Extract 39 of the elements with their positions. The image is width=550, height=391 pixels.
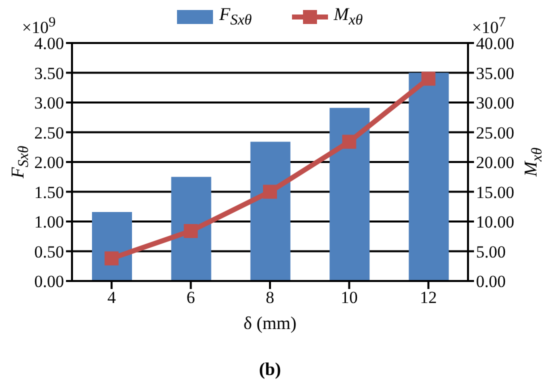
y-tick-label: 3.50	[34, 64, 64, 83]
legend-label: F$_{Sxθ}$	[219, 4, 252, 30]
y-tick-label: 2.50	[34, 123, 64, 142]
y2-tick-label: 15.00	[476, 182, 514, 202]
y-tick-label: 1.50	[34, 182, 64, 202]
x-tick-label: 8	[266, 288, 274, 308]
y2-tick-label: 25.00	[476, 123, 514, 142]
legend-label: M$_{xθ}$	[334, 4, 363, 30]
x-tick-label: 4	[107, 288, 116, 308]
y-tick-label: 1.00	[34, 212, 64, 232]
text: ×10$^{9}$	[22, 14, 56, 37]
y2-tick-label: 20.00	[476, 153, 514, 172]
point	[342, 134, 356, 149]
text: (b)	[259, 359, 281, 379]
y2-tick-label: 5.00	[476, 242, 506, 262]
y2-tick-label: 35.00	[476, 64, 514, 83]
y-tick-label: 0.50	[34, 242, 64, 262]
bar	[92, 212, 132, 281]
y-tick-label: 3.00	[34, 94, 64, 113]
bar	[408, 72, 449, 281]
point	[263, 184, 277, 199]
y2-tick-label: 30.00	[476, 94, 514, 113]
point	[421, 72, 436, 86]
x-tick-label: 12	[420, 288, 437, 308]
x-axis-title: δ (mm)	[244, 313, 296, 333]
bar	[171, 176, 212, 281]
bar	[330, 108, 370, 281]
point	[104, 251, 119, 266]
y2-tick-label: 10.00	[476, 212, 514, 232]
x-tick-label: 6	[186, 288, 196, 308]
text: ×10$^{7}$	[472, 14, 506, 37]
y-tick-label: 4.00	[34, 34, 64, 54]
x-tick-label: 10	[340, 288, 358, 308]
y-tick-label: 2.00	[34, 153, 64, 172]
bar	[250, 142, 290, 281]
y2-tick-label: 40.00	[476, 34, 514, 54]
point	[184, 224, 198, 238]
y2-tick-label: 0.00	[476, 272, 506, 292]
y-tick-label: 0.00	[34, 272, 64, 292]
